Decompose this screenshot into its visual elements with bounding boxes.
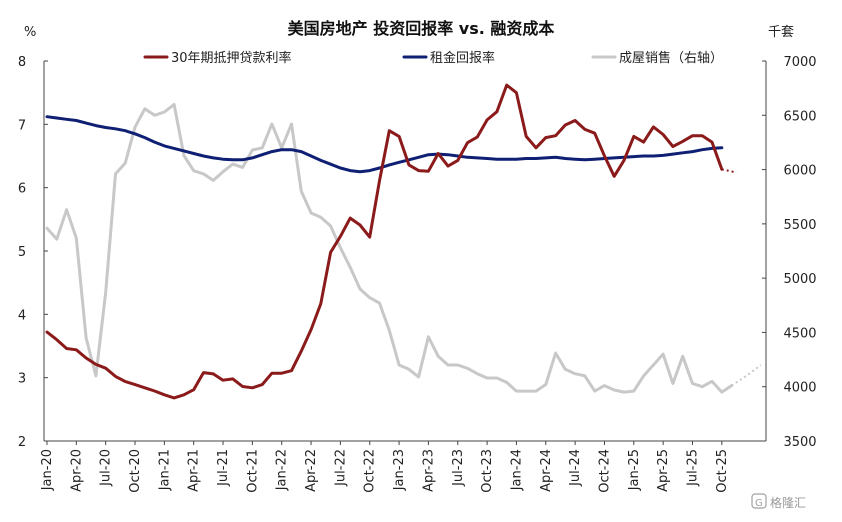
x-tick-label: Jul-21 bbox=[216, 449, 231, 487]
watermark-text: 格隆汇 bbox=[770, 495, 806, 510]
x-tick-label: Apr-20 bbox=[69, 449, 84, 492]
x-tick-label: Apr-21 bbox=[187, 449, 202, 492]
x-tick-label: Oct-25 bbox=[715, 449, 730, 493]
watermark-logo-icon bbox=[751, 493, 767, 509]
right-tick-label: 5000 bbox=[783, 272, 816, 287]
right-tick-label: 4000 bbox=[783, 381, 816, 396]
series-dotted-tail-2 bbox=[731, 364, 762, 387]
x-tick-label: Jan-20 bbox=[40, 449, 55, 491]
legend-label-mortgage: 30年期抵押贷款利率 bbox=[171, 50, 292, 66]
x-tick-label: Jan-24 bbox=[509, 449, 524, 491]
x-tick-label: Jul-20 bbox=[99, 449, 114, 487]
legend-label-home-sales: 成屋销售（右轴） bbox=[619, 50, 723, 66]
left-axis-unit: % bbox=[24, 25, 36, 40]
right-axis-unit: 千套 bbox=[768, 24, 794, 40]
x-tick-label: Jan-23 bbox=[392, 449, 407, 491]
left-tick-label: 3 bbox=[18, 372, 26, 387]
x-tick-label: Jul-23 bbox=[451, 449, 466, 487]
left-tick-label: 4 bbox=[18, 308, 26, 323]
left-tick-label: 6 bbox=[18, 182, 26, 197]
x-tick-label: Oct-21 bbox=[245, 449, 260, 493]
left-tick-label: 8 bbox=[18, 55, 26, 70]
right-tick-label: 3500 bbox=[783, 435, 816, 450]
left-tick-label: 2 bbox=[18, 435, 26, 450]
left-tick-label: 7 bbox=[18, 118, 26, 133]
x-tick-label: Jan-22 bbox=[275, 449, 290, 491]
right-tick-label: 6500 bbox=[783, 109, 816, 124]
right-tick-label: 6000 bbox=[783, 164, 816, 179]
legend: 30年期抵押贷款利率 租金回报率 成屋销售（右轴） bbox=[143, 50, 723, 66]
x-tick-label: Oct-20 bbox=[128, 449, 143, 493]
legend-label-rent-yield: 租金回报率 bbox=[430, 50, 495, 66]
x-tick-label: Jul-25 bbox=[685, 449, 700, 487]
series-line-1 bbox=[45, 115, 724, 174]
series-line-2 bbox=[45, 102, 734, 394]
right-tick-label: 7000 bbox=[783, 55, 816, 70]
watermark-logo-glyph: G bbox=[755, 498, 763, 509]
series-lines bbox=[45, 83, 762, 400]
right-tick-label: 4500 bbox=[783, 326, 816, 341]
x-tick-label: Jul-22 bbox=[333, 449, 348, 487]
x-tick-label: Oct-24 bbox=[597, 449, 612, 493]
chart-title: 美国房地产 投资回报率 vs. 融资成本 bbox=[288, 19, 555, 38]
watermark: G 格隆汇 bbox=[751, 493, 806, 510]
x-tick-label: Jan-21 bbox=[157, 449, 172, 491]
series-line-0 bbox=[45, 83, 724, 400]
axes: 2 3 4 5 6 7 8 3500 4000 4500 5000 5500 6000 6500 7000 J… bbox=[18, 55, 817, 493]
x-tick-label: Apr-25 bbox=[656, 449, 671, 492]
right-tick-label: 5500 bbox=[783, 218, 816, 233]
x-tick-label: Apr-22 bbox=[304, 449, 319, 492]
x-tick-label: Jan-25 bbox=[627, 449, 642, 491]
x-tick-label: Oct-22 bbox=[363, 449, 378, 493]
x-tick-label: Apr-23 bbox=[421, 449, 436, 492]
series-dotted-tail-0 bbox=[721, 168, 737, 174]
x-tick-label: Jul-24 bbox=[568, 449, 583, 487]
x-tick-label: Oct-23 bbox=[480, 449, 495, 493]
x-tick-label: Apr-24 bbox=[539, 449, 554, 492]
left-tick-label: 5 bbox=[18, 245, 26, 260]
